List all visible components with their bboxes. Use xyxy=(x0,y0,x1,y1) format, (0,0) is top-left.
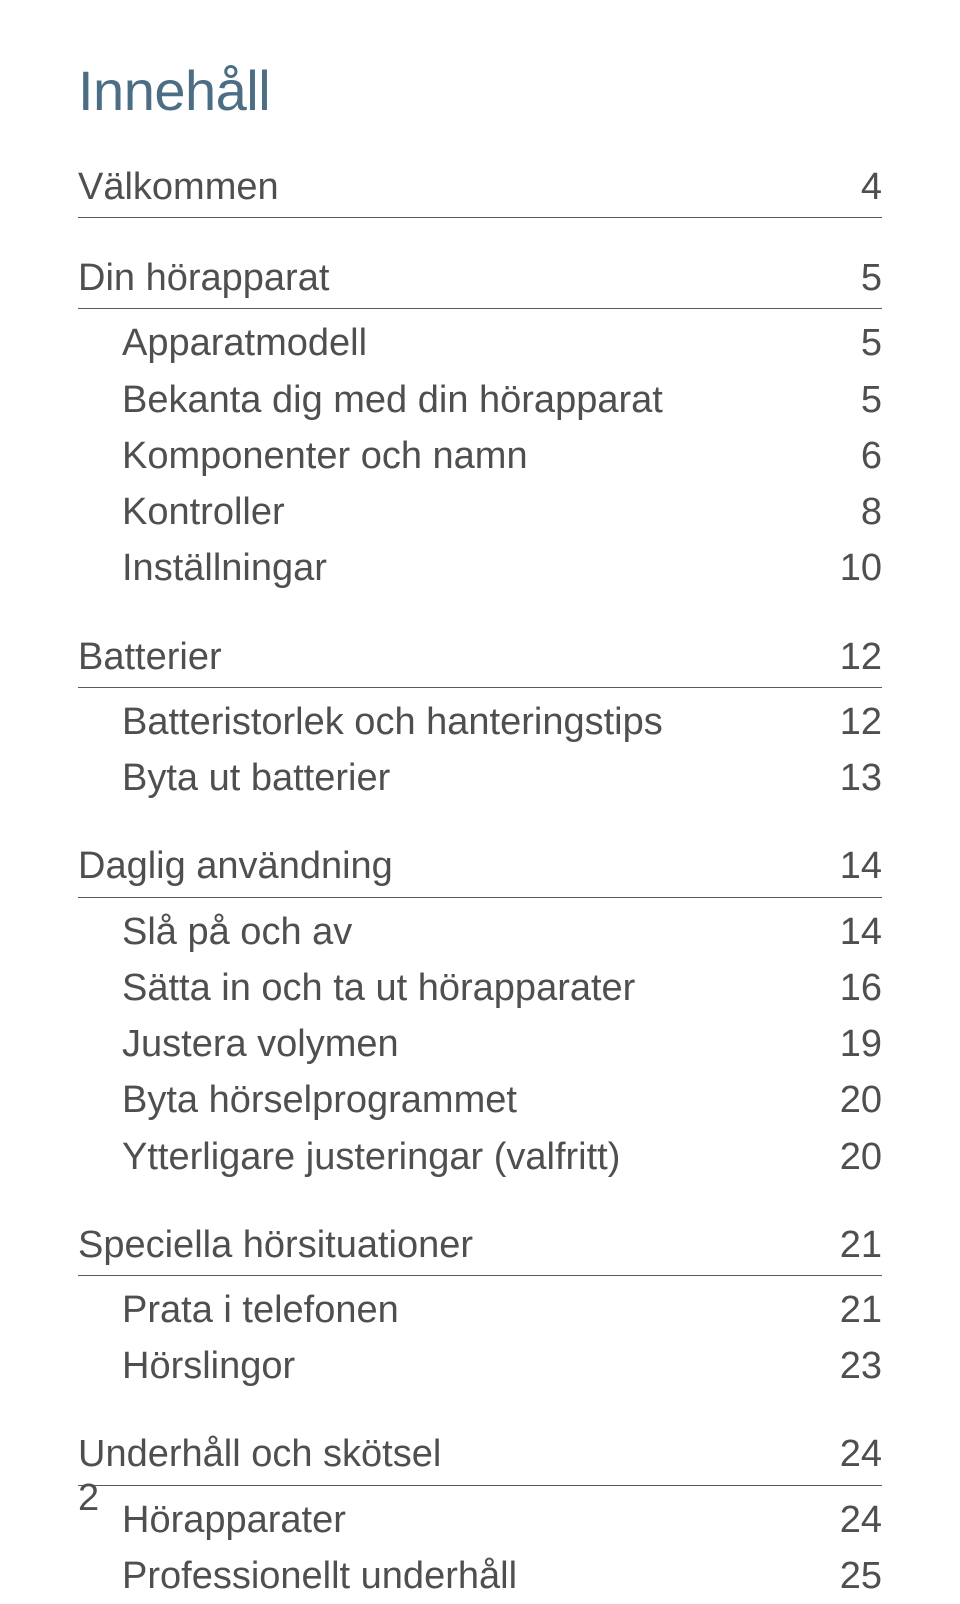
toc-label: Byta hörselprogrammet xyxy=(122,1072,517,1128)
toc-page-number: 10 xyxy=(840,540,882,596)
toc-section-head: Batterier 12 xyxy=(78,629,882,688)
toc-section-item: Professionellt underhåll 25 xyxy=(78,1548,882,1604)
toc-label: Prata i telefonen xyxy=(122,1282,399,1338)
toc-page-number: 21 xyxy=(840,1217,882,1273)
toc-section-head: Din hörapparat 5 xyxy=(78,250,882,309)
toc-label: Din hörapparat xyxy=(78,250,329,306)
toc-section-item: Batteristorlek och hanteringstips 12 xyxy=(78,694,882,750)
toc-label: Ytterligare justeringar (valfritt) xyxy=(122,1129,620,1185)
toc-page-number: 23 xyxy=(840,1338,882,1394)
toc-label: Batterier xyxy=(78,629,222,685)
toc-page-number: 21 xyxy=(840,1282,882,1338)
toc-page-number: 12 xyxy=(840,694,882,750)
toc-section-item: Justera volymen 19 xyxy=(78,1016,882,1072)
toc-label: Justera volymen xyxy=(122,1016,399,1072)
toc-section-item: Komponenter och namn 6 xyxy=(78,428,882,484)
toc-label: Inställningar xyxy=(122,540,327,596)
toc-label: Slå på och av xyxy=(122,904,352,960)
toc-section-item: Hörslingor 23 xyxy=(78,1338,882,1394)
page-title: Innehåll xyxy=(78,58,882,123)
toc-page-number: 5 xyxy=(861,372,882,428)
toc-page-number: 5 xyxy=(861,315,882,371)
toc-label: Hörslingor xyxy=(122,1338,295,1394)
toc-page-number: 8 xyxy=(861,484,882,540)
footer-page-number: 2 xyxy=(78,1477,99,1520)
table-of-contents: Välkommen4Din hörapparat5Apparatmodell5B… xyxy=(78,159,882,1604)
toc-label: Underhåll och skötsel xyxy=(78,1426,441,1482)
toc-section-item: Inställningar 10 xyxy=(78,540,882,596)
toc-label: Professionellt underhåll xyxy=(122,1548,517,1604)
toc-page-number: 25 xyxy=(840,1548,882,1604)
toc-section-item: Slå på och av 14 xyxy=(78,904,882,960)
toc-label: Daglig användning xyxy=(78,838,393,894)
toc-section-item: Bekanta dig med din hörapparat 5 xyxy=(78,372,882,428)
toc-section-item: Hörapparater 24 xyxy=(78,1492,882,1548)
toc-label: Sätta in och ta ut hörapparater xyxy=(122,960,635,1016)
toc-label: Välkommen xyxy=(78,159,279,215)
toc-section-item: Byta ut batterier 13 xyxy=(78,750,882,806)
toc-page-number: 20 xyxy=(840,1072,882,1128)
toc-page-number: 5 xyxy=(861,250,882,306)
toc-label: Bekanta dig med din hörapparat xyxy=(122,372,663,428)
toc-page-number: 24 xyxy=(840,1426,882,1482)
toc-page-number: 4 xyxy=(861,159,882,215)
toc-section-item: Kontroller 8 xyxy=(78,484,882,540)
toc-page-number: 14 xyxy=(840,838,882,894)
toc-page-number: 16 xyxy=(840,960,882,1016)
toc-page-number: 20 xyxy=(840,1129,882,1185)
toc-label: Hörapparater xyxy=(122,1492,346,1548)
toc-section-head: Välkommen 4 xyxy=(78,159,882,218)
toc-page-number: 19 xyxy=(840,1016,882,1072)
toc-section-item: Sätta in och ta ut hörapparater 16 xyxy=(78,960,882,1016)
toc-section-item: Apparatmodell 5 xyxy=(78,315,882,371)
toc-section-head: Daglig användning 14 xyxy=(78,838,882,897)
toc-section-item: Byta hörselprogrammet 20 xyxy=(78,1072,882,1128)
toc-section-item: Prata i telefonen 21 xyxy=(78,1282,882,1338)
toc-section-item: Ytterligare justeringar (valfritt) 20 xyxy=(78,1129,882,1185)
toc-section-head: Speciella hörsituationer 21 xyxy=(78,1217,882,1276)
toc-page-number: 14 xyxy=(840,904,882,960)
toc-label: Apparatmodell xyxy=(122,315,367,371)
toc-label: Speciella hörsituationer xyxy=(78,1217,473,1273)
toc-label: Byta ut batterier xyxy=(122,750,390,806)
toc-section-head: Underhåll och skötsel 24 xyxy=(78,1426,882,1485)
toc-label: Kontroller xyxy=(122,484,285,540)
toc-page-number: 24 xyxy=(840,1492,882,1548)
toc-label: Komponenter och namn xyxy=(122,428,528,484)
toc-page-number: 6 xyxy=(861,428,882,484)
toc-page-number: 13 xyxy=(840,750,882,806)
toc-label: Batteristorlek och hanteringstips xyxy=(122,694,663,750)
toc-page-number: 12 xyxy=(840,629,882,685)
